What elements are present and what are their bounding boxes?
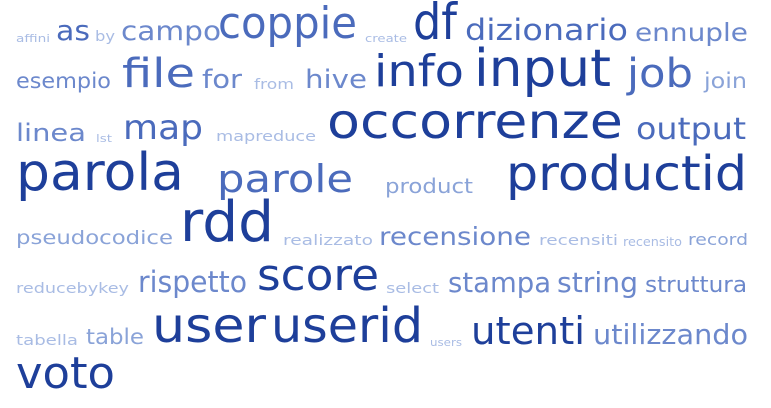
word-string: string bbox=[557, 265, 639, 299]
word-realizzato: realizzato bbox=[283, 232, 373, 249]
word-join: join bbox=[704, 69, 748, 94]
word-score: score bbox=[257, 250, 380, 302]
word-occorrenze: occorrenze bbox=[327, 94, 623, 151]
word-table: table bbox=[86, 325, 144, 350]
word-lst: lst bbox=[96, 131, 113, 145]
word-mapreduce: mapreduce bbox=[216, 128, 317, 145]
word-parola: parola bbox=[16, 142, 184, 203]
word-ennuple: ennuple bbox=[635, 17, 748, 47]
word-hive: hive bbox=[305, 64, 367, 95]
word-user: user bbox=[152, 298, 267, 355]
word-userid: userid bbox=[271, 298, 424, 355]
word-parole: parole bbox=[217, 156, 353, 201]
word-by: by bbox=[95, 28, 116, 45]
word-recensito: recensito bbox=[623, 234, 682, 249]
word-affini: affini bbox=[16, 31, 51, 45]
word-map: map bbox=[123, 108, 204, 149]
word-productid: productid bbox=[506, 146, 747, 203]
word-recensione: recensione bbox=[379, 221, 532, 251]
word-reducebykey: reducebykey bbox=[16, 280, 129, 297]
word-as: as bbox=[56, 13, 91, 47]
word-dizionario: dizionario bbox=[465, 13, 629, 48]
word-campo: campo bbox=[121, 15, 222, 47]
word-df: df bbox=[413, 0, 458, 51]
word-record: record bbox=[688, 230, 749, 250]
word-pseudocodice: pseudocodice bbox=[16, 227, 173, 250]
word-voto: voto bbox=[16, 348, 115, 400]
word-input: input bbox=[474, 38, 611, 99]
word-select: select bbox=[386, 280, 440, 297]
word-coppie: coppie bbox=[218, 0, 357, 50]
word-users: users bbox=[430, 335, 462, 349]
word-output: output bbox=[636, 112, 747, 148]
word-linea: linea bbox=[16, 118, 86, 147]
word-for: for bbox=[202, 64, 243, 95]
word-stampa: stampa bbox=[448, 265, 552, 299]
word-rdd: rdd bbox=[180, 189, 274, 255]
word-job: job bbox=[627, 50, 693, 97]
word-utilizzando: utilizzando bbox=[593, 317, 749, 351]
word-file: file bbox=[122, 50, 195, 97]
word-product: product bbox=[385, 174, 474, 199]
word-recensiti: recensiti bbox=[539, 232, 619, 249]
word-create: create bbox=[365, 31, 408, 45]
word-from: from bbox=[254, 76, 294, 93]
word-esempio: esempio bbox=[16, 69, 111, 94]
word-struttura: struttura bbox=[645, 272, 748, 298]
word-tabella: tabella bbox=[16, 332, 78, 349]
word-utenti: utenti bbox=[471, 308, 586, 353]
word-rispetto: rispetto bbox=[138, 265, 248, 300]
word-info: info bbox=[374, 46, 464, 98]
